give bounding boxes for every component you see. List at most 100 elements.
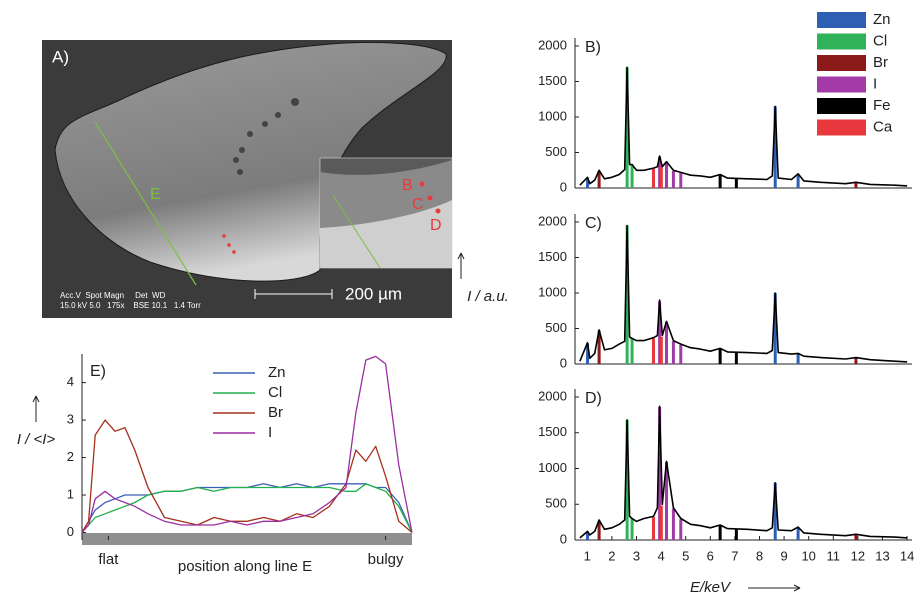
legend-label: Br <box>268 404 283 421</box>
element-line <box>597 330 601 364</box>
point-label: C <box>412 196 424 213</box>
y-tick-label: 1000 <box>538 108 567 123</box>
element-line <box>796 353 800 364</box>
x-tick-label: bulgy <box>368 551 404 568</box>
y-axis-label: I / a.u. <box>467 288 509 305</box>
element-line <box>773 106 777 188</box>
element-line <box>679 173 683 188</box>
x-tick-label: 11 <box>827 548 841 563</box>
element-line <box>665 462 669 540</box>
element-line <box>679 519 683 540</box>
element-line <box>625 419 629 540</box>
y-tick-label: 2000 <box>538 37 567 52</box>
axis-arrow <box>457 252 465 279</box>
element-line <box>659 166 663 188</box>
spot <box>419 181 425 187</box>
x-tick-label: 14 <box>900 548 914 563</box>
element-line <box>718 525 722 540</box>
inclusions <box>233 98 299 175</box>
x-axis-label: E/keV <box>690 579 732 596</box>
element-line <box>796 527 800 540</box>
spot <box>227 243 231 247</box>
element-line <box>854 534 858 540</box>
legend-swatch <box>817 12 866 28</box>
x-tick-label: 8 <box>756 548 763 563</box>
element-line <box>773 293 777 364</box>
x-tick-label: 7 <box>731 548 738 563</box>
series-line <box>81 419 413 533</box>
element-line <box>651 338 655 364</box>
legend-swatch <box>817 119 866 136</box>
element-line <box>586 178 590 188</box>
panel-label: C) <box>585 215 602 232</box>
x-tick-label: 12 <box>851 548 865 563</box>
legend-swatch <box>817 76 866 93</box>
y-tick-label: 2000 <box>538 388 567 403</box>
legend-label: Cl <box>268 384 282 401</box>
element-line <box>586 531 590 540</box>
element-line <box>630 518 634 540</box>
x-tick-label: 6 <box>707 548 714 563</box>
x-tick-label: flat <box>98 551 119 568</box>
element-line <box>651 517 655 540</box>
inset-crystal <box>320 160 452 228</box>
element-line <box>854 183 858 188</box>
y-tick-label: 0 <box>67 524 74 539</box>
legend-label: Zn <box>873 11 891 28</box>
element-line <box>718 349 722 364</box>
element-line <box>625 225 629 364</box>
element-line <box>586 343 590 364</box>
x-axis-label: position along line E <box>178 558 312 575</box>
x-tick-label: 4 <box>657 548 664 563</box>
x-tick-label: 13 <box>875 548 889 563</box>
line-e <box>94 121 197 286</box>
element-line <box>671 170 675 188</box>
panel-label: A) <box>52 47 69 66</box>
element-line <box>734 352 738 364</box>
element-line <box>658 156 662 188</box>
element-line <box>597 170 601 188</box>
y-axis-label: I / <I> <box>17 431 56 448</box>
y-tick-label: 0 <box>560 179 567 194</box>
spectrum-line <box>579 405 908 539</box>
point-label: D <box>430 217 442 234</box>
element-line <box>625 67 629 188</box>
legend-label: I <box>268 424 272 441</box>
element-line <box>718 175 722 188</box>
x-tick-label: 5 <box>682 548 689 563</box>
element-line <box>651 168 655 188</box>
element-line <box>671 341 675 364</box>
y-tick-label: 500 <box>545 320 567 335</box>
crystal <box>54 41 447 282</box>
inset-line <box>332 194 381 269</box>
element-line <box>659 505 663 540</box>
axis-arrow <box>32 395 40 422</box>
spectrum-line <box>579 224 908 363</box>
point-label: B <box>402 177 413 194</box>
element-line <box>734 529 738 540</box>
spot <box>435 208 441 214</box>
element-line <box>854 358 858 364</box>
y-tick-label: 4 <box>67 374 74 389</box>
legend-label: Br <box>873 54 888 71</box>
element-line <box>665 322 669 364</box>
element-line <box>659 337 663 364</box>
panel-label: E) <box>90 363 106 380</box>
x-tick-label: 9 <box>780 548 787 563</box>
legend-swatch <box>817 55 866 71</box>
element-line <box>679 344 683 364</box>
legend-swatch <box>817 33 866 50</box>
y-tick-label: 0 <box>560 531 567 546</box>
y-tick-label: 500 <box>545 496 567 511</box>
y-tick-label: 1500 <box>538 73 567 88</box>
series-line <box>81 355 413 533</box>
spectrum-line <box>579 66 908 187</box>
legend-label: Zn <box>268 364 286 381</box>
x-tick-label: 3 <box>633 548 640 563</box>
info-text: Acc.V Spot Magn Det WD <box>60 291 166 300</box>
y-tick-label: 0 <box>560 355 567 370</box>
axis-arrow <box>748 584 801 592</box>
y-tick-label: 500 <box>545 144 567 159</box>
info-text: 15.0 kV 5.0 175x BSE 10.1 1.4 Torr <box>60 301 201 310</box>
